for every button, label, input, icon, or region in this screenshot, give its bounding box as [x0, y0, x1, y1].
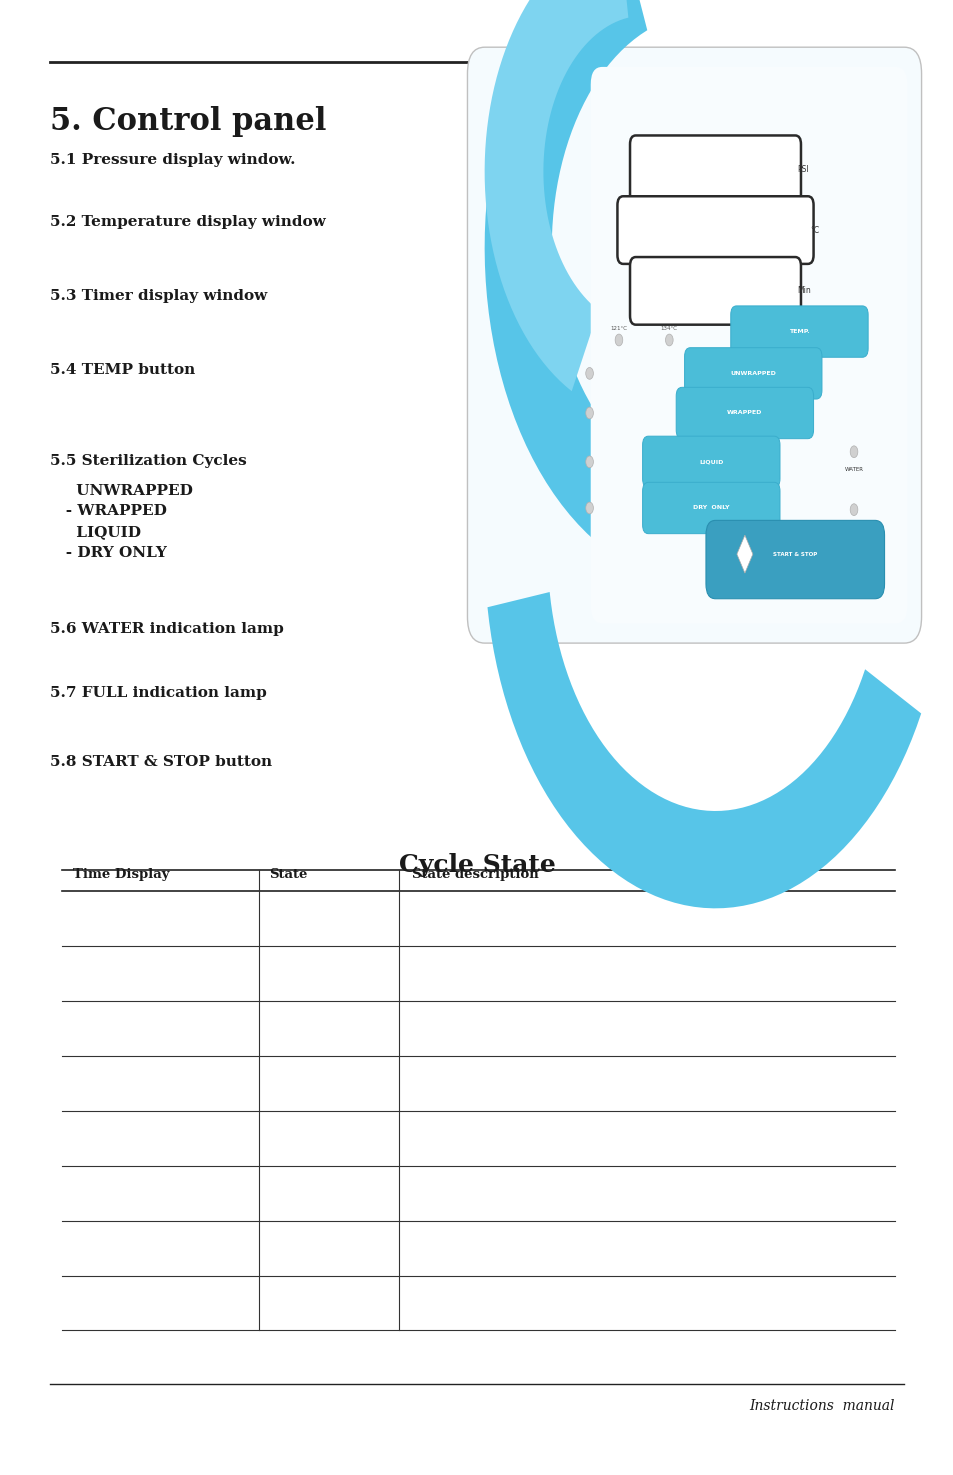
Circle shape — [585, 367, 593, 379]
FancyBboxPatch shape — [617, 196, 813, 264]
Text: PSI: PSI — [797, 165, 808, 174]
Text: 5.1 Pressure display window.: 5.1 Pressure display window. — [50, 153, 294, 167]
FancyBboxPatch shape — [684, 348, 821, 400]
Text: °C: °C — [809, 226, 819, 235]
Circle shape — [849, 445, 857, 457]
Text: UNWRAPPED: UNWRAPPED — [730, 370, 776, 376]
Circle shape — [665, 335, 673, 347]
Text: TEMP.: TEMP. — [788, 329, 809, 333]
Circle shape — [585, 502, 593, 513]
Text: UNWRAPPED: UNWRAPPED — [50, 484, 193, 497]
FancyBboxPatch shape — [590, 66, 906, 624]
FancyBboxPatch shape — [642, 482, 780, 534]
Text: WRAPPED: WRAPPED — [726, 410, 761, 416]
Text: FULL: FULL — [846, 525, 860, 530]
Text: State: State — [269, 867, 307, 881]
Text: 5.7 FULL indication lamp: 5.7 FULL indication lamp — [50, 686, 266, 699]
FancyBboxPatch shape — [676, 388, 813, 438]
Text: - DRY ONLY: - DRY ONLY — [50, 546, 167, 559]
Text: 5.8 START & STOP button: 5.8 START & STOP button — [50, 755, 272, 768]
PathPatch shape — [484, 0, 628, 391]
Text: 5.4 TEMP button: 5.4 TEMP button — [50, 363, 194, 376]
Circle shape — [849, 504, 857, 516]
Text: WATER: WATER — [843, 466, 862, 472]
Text: Instructions  manual: Instructions manual — [748, 1400, 894, 1413]
PathPatch shape — [484, 0, 716, 586]
FancyBboxPatch shape — [629, 136, 801, 204]
Text: 5.3 Timer display window: 5.3 Timer display window — [50, 289, 267, 302]
Text: 5.2 Temperature display window: 5.2 Temperature display window — [50, 215, 325, 229]
PathPatch shape — [487, 591, 921, 909]
FancyBboxPatch shape — [467, 47, 921, 643]
Circle shape — [585, 456, 593, 468]
Text: 121°C: 121°C — [610, 326, 627, 330]
Text: Min: Min — [797, 286, 810, 295]
FancyBboxPatch shape — [642, 437, 780, 488]
Text: 5. Control panel: 5. Control panel — [50, 106, 326, 137]
Text: Time Display: Time Display — [72, 867, 169, 881]
Text: 5.6 WATER indication lamp: 5.6 WATER indication lamp — [50, 622, 283, 636]
Text: - WRAPPED: - WRAPPED — [50, 504, 167, 518]
FancyBboxPatch shape — [730, 305, 867, 357]
Text: START & STOP: START & STOP — [772, 552, 817, 556]
Text: LIQUID: LIQUID — [50, 525, 140, 538]
FancyBboxPatch shape — [705, 521, 883, 599]
Text: 134°C: 134°C — [660, 326, 678, 330]
Text: DRY  ONLY: DRY ONLY — [692, 506, 729, 510]
PathPatch shape — [736, 535, 752, 574]
Circle shape — [585, 407, 593, 419]
Text: LIQUID: LIQUID — [699, 459, 722, 465]
Text: State description: State description — [412, 867, 538, 881]
Circle shape — [615, 335, 622, 347]
FancyBboxPatch shape — [629, 257, 801, 324]
Text: 5.5 Sterilization Cycles: 5.5 Sterilization Cycles — [50, 454, 246, 468]
Text: Cycle State: Cycle State — [398, 853, 555, 876]
